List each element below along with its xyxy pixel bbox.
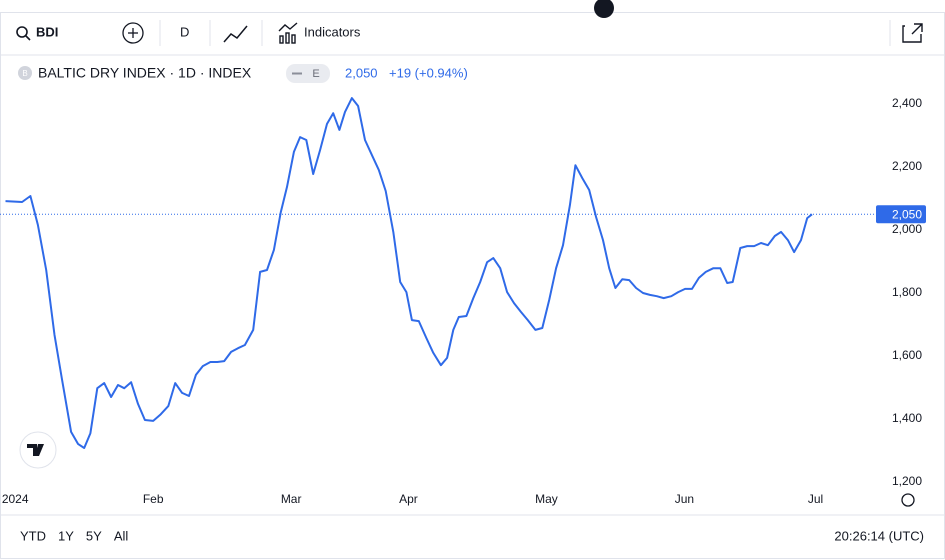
legend-title: BALTIC DRY INDEX · 1D · INDEX	[38, 65, 252, 81]
y-tick-label: 1,600	[892, 348, 922, 362]
price-line	[5, 97, 813, 449]
legend-price: 2,050	[345, 65, 378, 80]
badge	[286, 64, 330, 83]
x-tick-label: Apr	[399, 492, 418, 506]
ranges: YTD 1Y 5Y All	[20, 528, 128, 543]
last-price-badge	[876, 205, 926, 224]
y-tick-label: 1,800	[892, 285, 922, 299]
exchange-badge: E	[312, 68, 319, 80]
range-button[interactable]: All	[114, 528, 129, 543]
interval[interactable]: D	[180, 24, 189, 39]
symbol[interactable]: BDI	[36, 24, 58, 39]
y-tick-label: 1,200	[892, 474, 922, 488]
symbol-icon-text: B	[22, 69, 27, 78]
search-icon[interactable]	[16, 26, 28, 38]
symbol-icon	[18, 66, 32, 80]
logo-dot	[594, 0, 614, 18]
range-button[interactable]: 1Y	[58, 528, 74, 543]
x-tick-label: Jun	[675, 492, 694, 506]
y-tick-label: 2,400	[892, 96, 922, 110]
legend-change: +19 (+0.94%)	[389, 65, 468, 80]
x-tick-label: Feb	[143, 492, 164, 506]
range-button[interactable]: 5Y	[86, 528, 102, 543]
x-tick-label: Mar	[281, 492, 302, 506]
compare-button[interactable]	[122, 22, 144, 44]
y-tick-label: 2,000	[892, 222, 922, 236]
frame	[0, 12, 945, 559]
x-tick-label: May	[535, 492, 558, 506]
indicators-icon[interactable]	[278, 22, 298, 44]
settings-button[interactable]	[901, 493, 915, 507]
y-tick-label: 2,200	[892, 159, 922, 173]
x-tick-label: 2024	[2, 492, 29, 506]
chart-type-button[interactable]	[223, 25, 248, 43]
search-icon	[25, 35, 31, 41]
popout-button[interactable]	[902, 23, 923, 43]
clock: 20:26:14 (UTC)	[834, 528, 924, 543]
tv-logo-mark	[27, 444, 44, 456]
y-tick-label: 1,400	[892, 411, 922, 425]
indicators-button[interactable]: Indicators	[304, 24, 361, 39]
plot	[5, 97, 813, 449]
range-button[interactable]: YTD	[20, 528, 46, 543]
x-tick-label: Jul	[808, 492, 823, 506]
last-price-label: 2,050	[892, 207, 922, 221]
